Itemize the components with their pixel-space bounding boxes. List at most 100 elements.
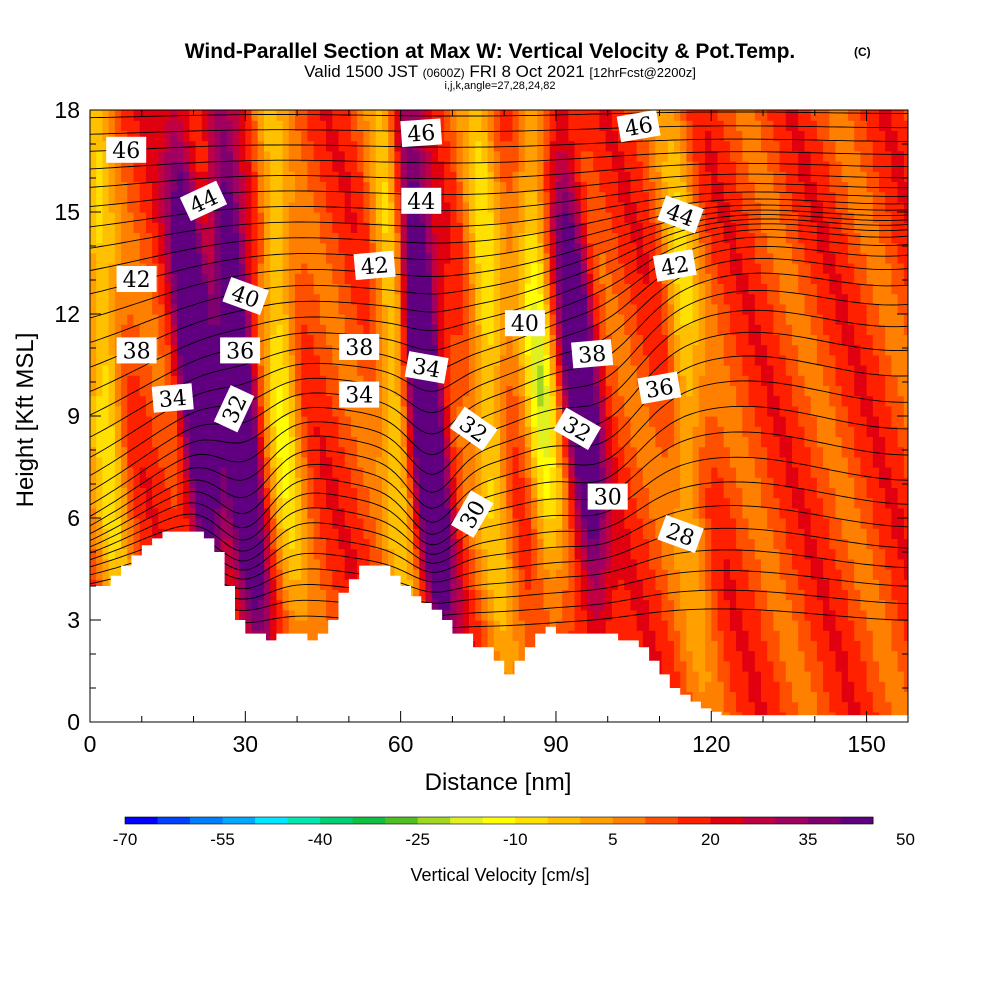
colorbar: -70 -55 -40 -25 -10 5 20 35 50 bbox=[113, 816, 915, 849]
contour-label: 38 bbox=[571, 339, 614, 369]
theta-contour-line bbox=[90, 527, 908, 585]
theta-contour-line bbox=[90, 236, 908, 438]
y-tick-label: 9 bbox=[67, 403, 80, 429]
colorbar-tick-label: -55 bbox=[210, 830, 235, 849]
subtitle-utc: (0600Z) bbox=[423, 66, 465, 80]
theta-contour-line bbox=[90, 151, 908, 170]
contour-label: 34 bbox=[404, 351, 449, 384]
theta-contour-line bbox=[90, 111, 908, 119]
colorbar-swatch bbox=[417, 817, 451, 824]
colorbar-swatch bbox=[775, 817, 809, 824]
colorbar-swatch bbox=[222, 817, 256, 824]
contour-label-text: 36 bbox=[644, 375, 676, 404]
contour-label-text: 46 bbox=[112, 139, 140, 164]
y-tick-label: 15 bbox=[54, 199, 80, 225]
y-tick-label: 12 bbox=[54, 301, 80, 327]
subtitle-date: FRI 8 Oct 2021 bbox=[469, 62, 584, 81]
chart-title: Wind-Parallel Section at Max W: Vertical… bbox=[185, 40, 796, 63]
contour-label: 46 bbox=[400, 118, 443, 148]
theta-contour-line bbox=[90, 191, 908, 249]
chart-title-mark: (C) bbox=[854, 45, 871, 59]
colorbar-swatch bbox=[612, 817, 646, 824]
contour-label-text: 46 bbox=[406, 121, 436, 148]
colorbar-swatch bbox=[255, 817, 289, 824]
colorbar-swatch bbox=[450, 817, 484, 824]
contour-label: 44 bbox=[401, 187, 442, 215]
contour-label: 38 bbox=[116, 337, 157, 364]
x-tick-label: 60 bbox=[388, 731, 414, 757]
y-tick-label: 0 bbox=[67, 709, 80, 735]
theta-contour-line bbox=[90, 405, 908, 548]
contour-label-text: 42 bbox=[123, 268, 151, 293]
x-tick-label: 90 bbox=[543, 731, 569, 757]
theta-contour-line bbox=[90, 183, 908, 228]
subtitle-valid: Valid 1500 JST bbox=[304, 62, 418, 81]
theta-contour-line bbox=[90, 125, 908, 135]
colorbar-tick-label: 50 bbox=[896, 830, 915, 849]
colorbar-swatch bbox=[385, 817, 419, 824]
colorbar-swatch bbox=[352, 817, 386, 824]
colorbar-swatch bbox=[645, 817, 679, 824]
theta-contour-line bbox=[90, 549, 908, 595]
contour-label-text: 38 bbox=[123, 339, 151, 364]
contour-label: 30 bbox=[587, 483, 628, 511]
colorbar-swatch bbox=[840, 817, 874, 824]
contour-label-text: 42 bbox=[360, 253, 390, 280]
colorbar-tick-label: -70 bbox=[113, 830, 138, 849]
theta-contour-line bbox=[90, 138, 908, 152]
colorbar-tick-label: 20 bbox=[701, 830, 720, 849]
colorbar-tick-label: -40 bbox=[308, 830, 333, 849]
theta-contour-line bbox=[90, 331, 908, 527]
theta-contour-line bbox=[90, 246, 908, 458]
theta-contours bbox=[90, 111, 908, 630]
colorbar-swatch bbox=[742, 817, 776, 824]
contour-label: 38 bbox=[339, 334, 380, 361]
theta-contour-line bbox=[90, 223, 908, 392]
theta-contour-line bbox=[90, 456, 908, 561]
theta-contour-line bbox=[90, 309, 908, 517]
colorbar-swatch bbox=[677, 817, 711, 824]
theta-contour-line bbox=[90, 173, 908, 208]
theta-contour-line bbox=[90, 162, 908, 188]
colorbar-swatch bbox=[710, 817, 744, 824]
y-tick-label: 18 bbox=[54, 97, 80, 123]
theta-contour-line bbox=[90, 380, 908, 541]
contour-label: 46 bbox=[616, 109, 661, 143]
colorbar-frame bbox=[124, 816, 874, 825]
x-tick-label: 120 bbox=[692, 731, 730, 757]
colorbar-label: Vertical Velocity [cm/s] bbox=[410, 865, 589, 885]
theta-contour-line bbox=[90, 209, 908, 319]
colorbar-tick-label: 5 bbox=[608, 830, 617, 849]
colorbar-tick-label: 35 bbox=[799, 830, 818, 849]
colorbar-swatch bbox=[190, 817, 223, 824]
colorbar-swatch bbox=[515, 817, 549, 824]
theta-contour-line bbox=[90, 355, 908, 535]
colorbar-tick-label: -25 bbox=[405, 830, 430, 849]
colorbar-swatch bbox=[320, 817, 354, 824]
contour-label: 36 bbox=[220, 337, 261, 364]
terrain-mask bbox=[90, 531, 908, 722]
contour-label-text: 38 bbox=[577, 342, 607, 369]
contour-label: 46 bbox=[106, 136, 147, 164]
theta-contour-line bbox=[90, 198, 908, 271]
contour-label: 36 bbox=[637, 371, 682, 405]
theta-contour-line bbox=[90, 505, 908, 576]
theta-contour-line bbox=[90, 431, 908, 554]
x-axis-label: Distance [nm] bbox=[425, 769, 572, 796]
theta-contour-line bbox=[90, 289, 908, 506]
y-tick-label: 6 bbox=[67, 505, 80, 531]
theta-contour-line bbox=[90, 481, 908, 568]
chart-subtitle: Valid 1500 JST (0600Z) FRI 8 Oct 2021 [1… bbox=[304, 62, 696, 81]
contour-label-text: 34 bbox=[345, 384, 373, 409]
colorbar-swatch bbox=[125, 817, 158, 824]
contour-label: 42 bbox=[652, 249, 697, 282]
y-tick-label: 3 bbox=[67, 607, 80, 633]
chart-subtitle-indices: i,j,k,angle=27,28,24,82 bbox=[444, 80, 555, 92]
contour-label-text: 46 bbox=[623, 113, 655, 142]
colorbar-swatch bbox=[482, 817, 516, 824]
contour-label-text: 36 bbox=[226, 339, 254, 364]
